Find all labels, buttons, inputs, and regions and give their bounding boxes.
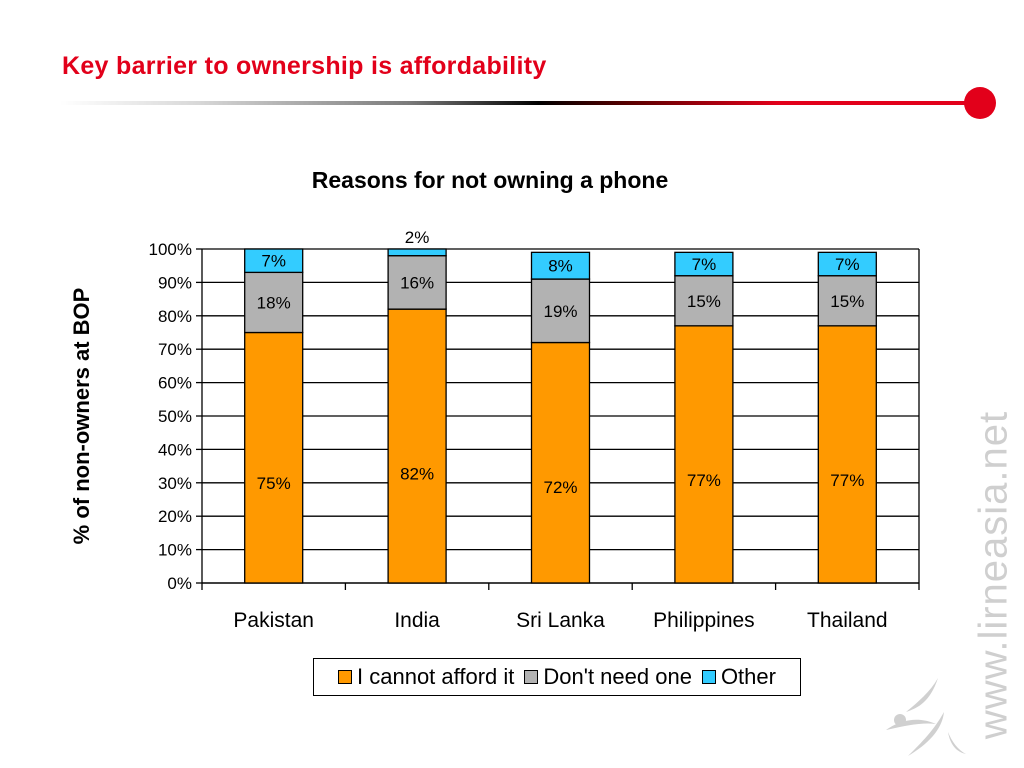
data-label: 16%	[400, 273, 434, 292]
legend-item-other: Other	[701, 664, 776, 690]
data-label: 8%	[548, 257, 573, 276]
data-label: 19%	[543, 302, 577, 321]
bar-segment	[530, 341, 591, 584]
x-tick-label: Sri Lanka	[516, 609, 605, 632]
slide-title: Key barrier to ownership is affordabilit…	[62, 52, 547, 80]
y-axis-title: % of non-owners at BOP	[69, 288, 94, 545]
lirneasia-logo-icon	[886, 678, 966, 756]
data-label: 77%	[830, 471, 864, 490]
legend-label-other: Other	[720, 664, 776, 689]
bar-segment	[817, 251, 877, 277]
y-tick-label: 30%	[158, 474, 192, 493]
bar-segment	[244, 248, 304, 274]
data-label: 7%	[261, 252, 286, 271]
y-tick-label: 80%	[158, 307, 192, 326]
data-label: 7%	[835, 255, 860, 274]
website-watermark: www.lirneasia.net	[971, 410, 1016, 740]
y-tick-label: 70%	[158, 340, 192, 359]
y-tick-label: 50%	[158, 407, 192, 426]
x-tick-label: Philippines	[653, 609, 755, 632]
data-label: 75%	[257, 474, 291, 493]
legend-label-cannot-afford: I cannot afford it	[357, 664, 515, 689]
data-label: 15%	[687, 292, 721, 311]
bar-segment	[530, 251, 591, 280]
x-tick-label: Thailand	[807, 609, 888, 632]
data-label: 2%	[405, 228, 430, 247]
bar-segment	[817, 275, 877, 327]
title-underline	[60, 101, 980, 105]
title-accent-dot	[964, 87, 996, 119]
legend-label-dont-need: Don't need one	[543, 664, 692, 689]
y-tick-label: 100%	[149, 240, 192, 259]
data-label: 7%	[692, 255, 717, 274]
data-label: 82%	[400, 464, 434, 483]
y-tick-label: 40%	[158, 440, 192, 459]
legend-swatch-cannot-afford	[338, 670, 353, 684]
chart-title: Reasons for not owning a phone	[311, 167, 669, 193]
y-tick-label: 0%	[167, 574, 192, 593]
bar-segment	[674, 275, 734, 327]
legend-swatch-dont-need	[524, 670, 539, 684]
legend-item-dont-need: Don't need one	[524, 664, 692, 690]
y-tick-label: 20%	[158, 507, 192, 526]
x-tick-label: Pakistan	[233, 609, 314, 632]
data-label: 77%	[687, 471, 721, 490]
bar-segment	[674, 251, 734, 277]
y-tick-label: 90%	[158, 273, 192, 292]
legend-swatch-other	[701, 670, 716, 684]
bar-segment	[530, 278, 591, 344]
data-label: 15%	[830, 292, 864, 311]
x-tick-label: India	[394, 609, 440, 632]
bar-segment	[674, 325, 734, 584]
bar-segment	[387, 308, 447, 584]
chart-legend: I cannot afford it Don't need one Other	[313, 658, 801, 696]
bar-segment	[244, 331, 304, 584]
y-tick-label: 10%	[158, 541, 192, 560]
data-label: 18%	[257, 293, 291, 312]
bar-segment	[387, 248, 447, 257]
y-tick-label: 60%	[158, 374, 192, 393]
bar-segment	[244, 271, 304, 334]
data-label: 72%	[543, 478, 577, 497]
legend-item-cannot-afford: I cannot afford it	[338, 664, 514, 690]
bar-segment	[817, 325, 877, 584]
